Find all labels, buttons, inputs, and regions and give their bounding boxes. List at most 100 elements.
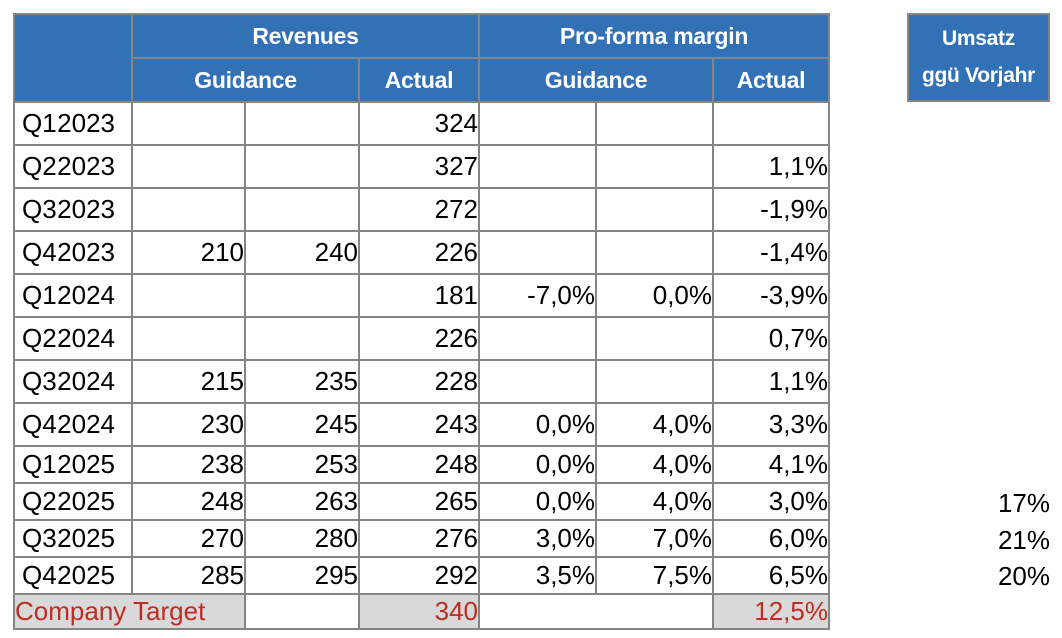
rev-guidance-low-cell[interactable] xyxy=(131,273,246,318)
revenue-actual-header[interactable]: Actual xyxy=(358,57,480,103)
corner-header-cell[interactable] xyxy=(13,13,133,103)
rev-guidance-low-cell[interactable]: 238 xyxy=(131,445,246,484)
revenues-header[interactable]: Revenues xyxy=(131,13,480,59)
rev-guidance-high-cell[interactable]: 245 xyxy=(244,402,360,447)
margin-guidance-high-cell[interactable] xyxy=(595,316,714,361)
margin-guidance-low-cell[interactable] xyxy=(478,359,597,404)
company-target-label-cell[interactable]: Company Target xyxy=(13,593,246,630)
quarter-cell[interactable]: Q3 2023 xyxy=(13,187,133,232)
quarter-cell[interactable]: Q4 2025 xyxy=(13,556,133,595)
margin-guidance-low-cell[interactable] xyxy=(478,230,597,275)
company-target-margin-cell[interactable]: 12,5% xyxy=(712,593,830,630)
quarter-cell[interactable]: Q4 2024 xyxy=(13,402,133,447)
rev-actual-cell[interactable]: 276 xyxy=(358,519,480,558)
yoy-value-q4-2025[interactable]: 20% xyxy=(997,561,1050,591)
margin-guidance-high-cell[interactable] xyxy=(595,101,714,146)
rev-guidance-low-cell[interactable] xyxy=(131,144,246,189)
margin-guidance-low-cell[interactable]: 3,0% xyxy=(478,519,597,558)
rev-guidance-high-cell[interactable]: 263 xyxy=(244,482,360,521)
margin-actual-cell[interactable]: 3,3% xyxy=(712,402,830,447)
margin-actual-cell[interactable]: 3,0% xyxy=(712,482,830,521)
rev-guidance-high-cell[interactable]: 253 xyxy=(244,445,360,484)
rev-guidance-high-cell[interactable]: 280 xyxy=(244,519,360,558)
margin-guidance-low-cell[interactable] xyxy=(478,101,597,146)
margin-actual-cell[interactable]: 1,1% xyxy=(712,144,830,189)
margin-guidance-high-cell[interactable] xyxy=(595,187,714,232)
rev-guidance-high-cell[interactable] xyxy=(244,144,360,189)
rev-guidance-low-cell[interactable]: 285 xyxy=(131,556,246,595)
rev-actual-cell[interactable]: 272 xyxy=(358,187,480,232)
margin-guidance-low-cell[interactable]: -7,0% xyxy=(478,273,597,318)
margin-guidance-high-cell[interactable] xyxy=(595,230,714,275)
margin-guidance-low-cell[interactable]: 0,0% xyxy=(478,402,597,447)
quarter-cell[interactable]: Q2 2024 xyxy=(13,316,133,361)
rev-guidance-low-cell[interactable] xyxy=(131,316,246,361)
rev-actual-cell[interactable]: 327 xyxy=(358,144,480,189)
quarter-cell[interactable]: Q3 2024 xyxy=(13,359,133,404)
quarter-cell[interactable]: Q1 2023 xyxy=(13,101,133,146)
rev-actual-cell[interactable]: 228 xyxy=(358,359,480,404)
yoy-revenue-header-box[interactable]: Umsatz ggü Vorjahr xyxy=(907,13,1050,102)
margin-guidance-header[interactable]: Guidance xyxy=(478,57,714,103)
margin-actual-cell[interactable]: 4,1% xyxy=(712,445,830,484)
rev-guidance-low-cell[interactable]: 230 xyxy=(131,402,246,447)
margin-guidance-low-cell[interactable] xyxy=(478,316,597,361)
quarter-cell[interactable]: Q3 2025 xyxy=(13,519,133,558)
margin-guidance-high-cell[interactable] xyxy=(595,144,714,189)
revenue-guidance-header[interactable]: Guidance xyxy=(131,57,360,103)
margin-guidance-high-cell[interactable] xyxy=(595,359,714,404)
margin-guidance-high-cell[interactable]: 4,0% xyxy=(595,482,714,521)
rev-actual-cell[interactable]: 226 xyxy=(358,230,480,275)
margin-guidance-high-cell[interactable]: 7,5% xyxy=(595,556,714,595)
rev-guidance-low-cell[interactable]: 270 xyxy=(131,519,246,558)
rev-actual-cell[interactable]: 226 xyxy=(358,316,480,361)
margin-actual-cell[interactable]: 0,7% xyxy=(712,316,830,361)
company-target-rev-cell[interactable]: 340 xyxy=(358,593,480,630)
yoy-value-q2-2025[interactable]: 17% xyxy=(997,488,1050,518)
margin-actual-cell[interactable]: 6,5% xyxy=(712,556,830,595)
rev-actual-cell[interactable]: 292 xyxy=(358,556,480,595)
rev-guidance-high-cell[interactable] xyxy=(244,101,360,146)
empty-cell[interactable] xyxy=(244,593,360,630)
margin-actual-cell[interactable]: -3,9% xyxy=(712,273,830,318)
margin-actual-cell[interactable]: 1,1% xyxy=(712,359,830,404)
rev-guidance-low-cell[interactable] xyxy=(131,187,246,232)
rev-guidance-low-cell[interactable]: 215 xyxy=(131,359,246,404)
margin-guidance-low-cell[interactable]: 0,0% xyxy=(478,445,597,484)
empty-cell[interactable] xyxy=(478,593,714,630)
rev-guidance-high-cell[interactable] xyxy=(244,316,360,361)
rev-guidance-low-cell[interactable]: 210 xyxy=(131,230,246,275)
quarter-cell[interactable]: Q1 2024 xyxy=(13,273,133,318)
margin-guidance-low-cell[interactable]: 3,5% xyxy=(478,556,597,595)
yoy-value-q3-2025[interactable]: 21% xyxy=(997,525,1050,555)
rev-guidance-low-cell[interactable]: 248 xyxy=(131,482,246,521)
rev-guidance-low-cell[interactable] xyxy=(131,101,246,146)
rev-guidance-high-cell[interactable]: 240 xyxy=(244,230,360,275)
quarter-cell[interactable]: Q2 2023 xyxy=(13,144,133,189)
rev-guidance-high-cell[interactable]: 295 xyxy=(244,556,360,595)
margin-guidance-high-cell[interactable]: 0,0% xyxy=(595,273,714,318)
rev-guidance-high-cell[interactable]: 235 xyxy=(244,359,360,404)
proforma-margin-header[interactable]: Pro-forma margin xyxy=(478,13,830,59)
quarter-cell[interactable]: Q2 2025 xyxy=(13,482,133,521)
rev-actual-cell[interactable]: 265 xyxy=(358,482,480,521)
margin-actual-cell[interactable]: -1,4% xyxy=(712,230,830,275)
margin-guidance-low-cell[interactable] xyxy=(478,187,597,232)
rev-guidance-high-cell[interactable] xyxy=(244,273,360,318)
rev-actual-cell[interactable]: 243 xyxy=(358,402,480,447)
rev-guidance-high-cell[interactable] xyxy=(244,187,360,232)
margin-guidance-high-cell[interactable]: 7,0% xyxy=(595,519,714,558)
margin-actual-cell[interactable]: 6,0% xyxy=(712,519,830,558)
margin-guidance-high-cell[interactable]: 4,0% xyxy=(595,445,714,484)
margin-actual-header[interactable]: Actual xyxy=(712,57,830,103)
margin-actual-cell[interactable] xyxy=(712,101,830,146)
margin-guidance-low-cell[interactable]: 0,0% xyxy=(478,482,597,521)
rev-actual-cell[interactable]: 248 xyxy=(358,445,480,484)
margin-guidance-high-cell[interactable]: 4,0% xyxy=(595,402,714,447)
rev-actual-cell[interactable]: 324 xyxy=(358,101,480,146)
margin-actual-cell[interactable]: -1,9% xyxy=(712,187,830,232)
margin-guidance-low-cell[interactable] xyxy=(478,144,597,189)
rev-actual-cell[interactable]: 181 xyxy=(358,273,480,318)
quarter-cell[interactable]: Q4 2023 xyxy=(13,230,133,275)
quarter-cell[interactable]: Q1 2025 xyxy=(13,445,133,484)
